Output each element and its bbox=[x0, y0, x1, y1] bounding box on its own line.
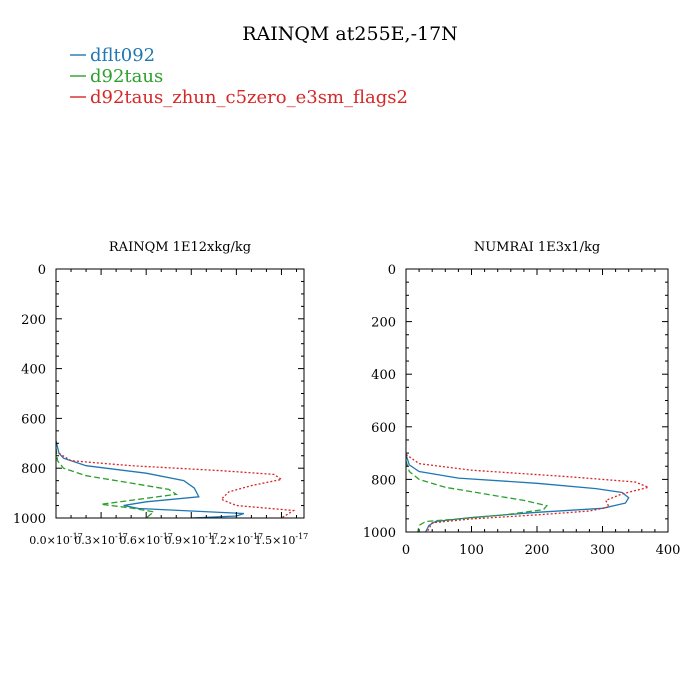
y-tick-label: 0 bbox=[38, 263, 46, 278]
y-tick-label: 800 bbox=[371, 473, 396, 488]
x-tick-label: 0.9×10-17 bbox=[164, 532, 218, 547]
y-tick-label: 0 bbox=[388, 263, 396, 278]
legend-label: dflt092 bbox=[90, 45, 155, 66]
y-tick-label: 600 bbox=[21, 412, 46, 427]
panel-title: NUMRAI 1E3x1/kg bbox=[474, 240, 600, 255]
y-tick-label: 1000 bbox=[13, 512, 46, 527]
legend-label: d92taus bbox=[90, 66, 163, 87]
y-tick-label: 400 bbox=[371, 368, 396, 383]
legend: dflt092 d92taus d92taus_zhun_c5zero_e3sm… bbox=[70, 45, 408, 108]
y-tick-label: 200 bbox=[371, 316, 396, 331]
x-tick-label: 1.2×10-17 bbox=[210, 532, 264, 547]
legend-item-dflt092: dflt092 bbox=[70, 45, 155, 66]
legend-item-d92taus-zhun: d92taus_zhun_c5zero_e3sm_flags2 bbox=[70, 87, 408, 108]
rainqm-panel: RAINQM 1E12xkg/kg 0 200 400 600 800 1000 0.0×10… bbox=[13, 240, 308, 547]
y-tick-label: 600 bbox=[371, 421, 396, 436]
y-tick-label: 1000 bbox=[363, 526, 396, 541]
x-tick-label: 0 bbox=[402, 543, 410, 558]
series-line-d92taus_zhun_c5zero_e3sm_flags2 bbox=[58, 452, 296, 518]
series-group bbox=[56, 440, 296, 518]
series-line-d92taus bbox=[56, 448, 179, 518]
legend-item-d92taus: d92taus bbox=[70, 66, 163, 87]
x-tick-label: 400 bbox=[656, 543, 681, 558]
x-tick-label: 0.6×10-17 bbox=[119, 532, 173, 547]
y-tick-label: 200 bbox=[21, 313, 46, 328]
x-tick-label: 200 bbox=[525, 543, 550, 558]
series-group bbox=[406, 453, 651, 532]
y-tick-label: 800 bbox=[21, 462, 46, 477]
legend-label: d92taus_zhun_c5zero_e3sm_flags2 bbox=[90, 87, 408, 108]
x-tick-label: 0.0×10-17 bbox=[29, 532, 83, 547]
figure-title: RAINQM at255E,-17N bbox=[242, 23, 458, 45]
panel-title: RAINQM 1E12xkg/kg bbox=[109, 240, 251, 255]
series-line-d92taus bbox=[406, 460, 548, 532]
x-tick-label: 100 bbox=[459, 543, 484, 558]
numrai-panel: NUMRAI 1E3x1/kg 0 200 400 600 800 1000 0 100 200 3… bbox=[363, 240, 681, 558]
series-line-dflt092 bbox=[56, 440, 245, 518]
x-tick-label: 0.3×10-17 bbox=[74, 532, 128, 547]
x-tick-label: 1.5×10-17 bbox=[255, 532, 309, 547]
x-tick-label: 300 bbox=[590, 543, 615, 558]
plot-frame bbox=[55, 268, 305, 519]
plot-frame bbox=[405, 268, 669, 533]
y-tick-label: 400 bbox=[21, 363, 46, 378]
series-line-d92taus_zhun_c5zero_e3sm_flags2 bbox=[406, 453, 651, 532]
